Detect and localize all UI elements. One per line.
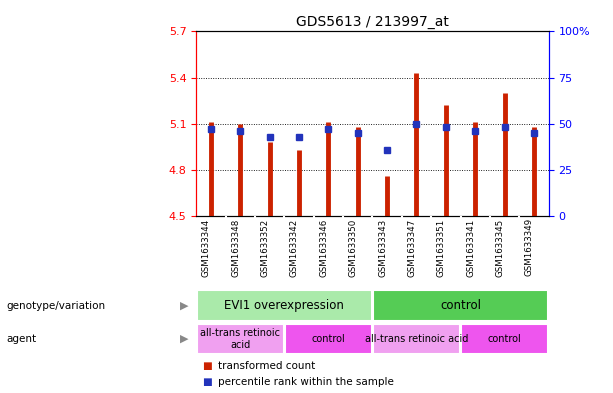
Title: GDS5613 / 213997_at: GDS5613 / 213997_at: [296, 15, 449, 29]
Text: control: control: [311, 334, 345, 344]
Text: all-trans retinoic acid: all-trans retinoic acid: [365, 334, 468, 344]
Bar: [197, 290, 372, 321]
Text: GSM1633341: GSM1633341: [466, 219, 475, 277]
Bar: [373, 323, 460, 354]
Text: GSM1633343: GSM1633343: [378, 219, 387, 277]
Text: GSM1633346: GSM1633346: [319, 219, 329, 277]
Text: GSM1633347: GSM1633347: [408, 219, 416, 277]
Text: control: control: [440, 299, 481, 312]
Text: GSM1633345: GSM1633345: [495, 219, 504, 277]
Bar: [461, 323, 548, 354]
Text: percentile rank within the sample: percentile rank within the sample: [218, 377, 394, 387]
Text: genotype/variation: genotype/variation: [6, 301, 105, 310]
Bar: [285, 323, 372, 354]
Text: GSM1633351: GSM1633351: [437, 219, 446, 277]
Text: GSM1633348: GSM1633348: [231, 219, 240, 277]
Text: all-trans retinoic
acid: all-trans retinoic acid: [200, 328, 280, 350]
Text: GSM1633349: GSM1633349: [525, 219, 534, 276]
Text: ▶: ▶: [180, 301, 188, 310]
Text: control: control: [488, 334, 522, 344]
Bar: [197, 323, 284, 354]
Text: GSM1633344: GSM1633344: [202, 219, 211, 277]
Text: GSM1633350: GSM1633350: [349, 219, 358, 277]
Text: ▶: ▶: [180, 334, 188, 344]
Bar: [373, 290, 548, 321]
Text: agent: agent: [6, 334, 36, 344]
Text: transformed count: transformed count: [218, 361, 315, 371]
Text: ■: ■: [202, 361, 212, 371]
Text: GSM1633352: GSM1633352: [261, 219, 270, 277]
Text: EVI1 overexpression: EVI1 overexpression: [224, 299, 345, 312]
Text: GSM1633342: GSM1633342: [290, 219, 299, 277]
Text: ■: ■: [202, 377, 212, 387]
